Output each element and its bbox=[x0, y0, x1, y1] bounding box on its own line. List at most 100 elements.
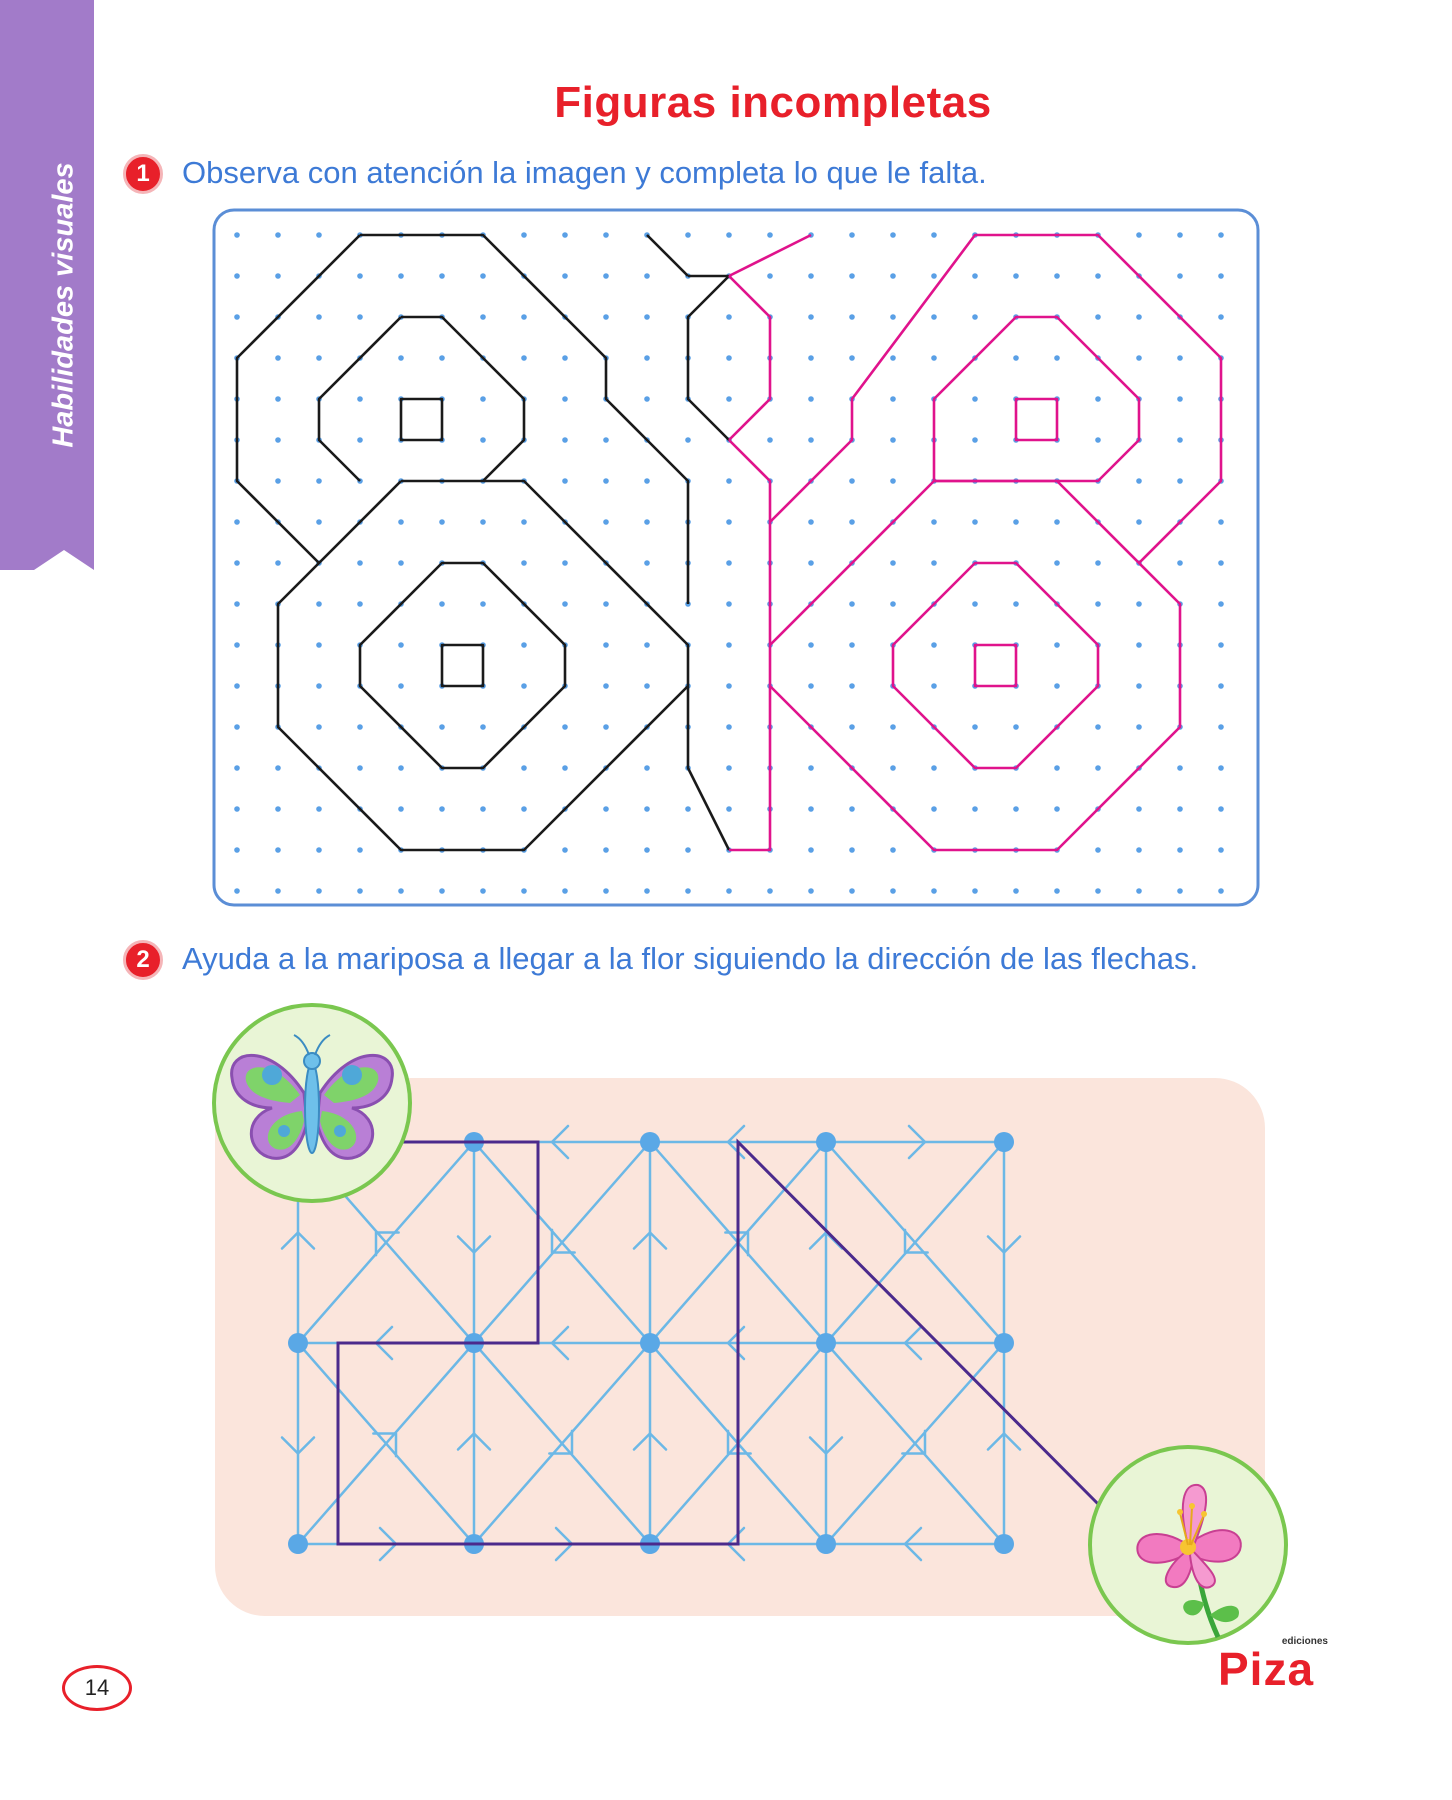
grid-dot bbox=[562, 888, 568, 894]
grid-dot bbox=[562, 765, 568, 771]
grid-dot bbox=[521, 314, 527, 320]
grid-dot bbox=[849, 683, 855, 689]
grid-dot bbox=[890, 724, 896, 730]
direction-arrow bbox=[550, 1228, 576, 1254]
grid-dot bbox=[439, 806, 445, 812]
grid-dot bbox=[1054, 642, 1060, 648]
grid-dot bbox=[439, 601, 445, 607]
grid-dot bbox=[1054, 683, 1060, 689]
grid-dot bbox=[439, 888, 445, 894]
maze-diagonal bbox=[824, 1341, 1006, 1546]
grid-dot bbox=[521, 519, 527, 525]
grid-dot bbox=[275, 847, 281, 853]
grid-dot bbox=[767, 888, 773, 894]
grid-dot bbox=[1136, 683, 1142, 689]
grid-dot bbox=[726, 519, 732, 525]
antenna-right bbox=[728, 233, 812, 278]
grid-dot bbox=[398, 683, 404, 689]
grid-dot bbox=[726, 396, 732, 402]
flower-icon bbox=[1136, 1483, 1242, 1639]
grid-dot bbox=[1177, 355, 1183, 361]
grid-dot bbox=[1218, 314, 1224, 320]
grid-dot bbox=[1177, 396, 1183, 402]
grid-dot bbox=[644, 519, 650, 525]
body-right-top bbox=[728, 275, 772, 441]
grid-dot bbox=[972, 314, 978, 320]
grid-dot bbox=[1177, 806, 1183, 812]
right-upper-wing-inner bbox=[932, 315, 1141, 483]
grid-dot bbox=[1136, 314, 1142, 320]
grid-dot bbox=[562, 478, 568, 484]
grid-dot bbox=[726, 806, 732, 812]
grid-dot bbox=[1013, 355, 1019, 361]
direction-arrow bbox=[901, 1429, 927, 1455]
dot-grid-frame bbox=[212, 208, 1260, 907]
direction-arrow bbox=[548, 1429, 574, 1455]
grid-dot bbox=[275, 273, 281, 279]
body-right bbox=[728, 439, 772, 852]
grid-dot bbox=[316, 601, 322, 607]
grid-dot bbox=[931, 806, 937, 812]
grid-dot bbox=[562, 273, 568, 279]
maze-node bbox=[994, 1534, 1014, 1554]
left-lower-wing-right bbox=[401, 479, 731, 851]
grid-dot bbox=[685, 888, 691, 894]
grid-dot bbox=[1095, 437, 1101, 443]
grid-dot bbox=[1218, 642, 1224, 648]
grid-dot bbox=[480, 437, 486, 443]
maze-nodes bbox=[288, 1132, 1014, 1554]
direction-arrow bbox=[280, 1231, 316, 1250]
grid-dot bbox=[357, 724, 363, 730]
grid-dot bbox=[808, 519, 814, 525]
maze-diagonal bbox=[296, 1140, 476, 1345]
grid-dot bbox=[1095, 765, 1101, 771]
grid-dot bbox=[808, 314, 814, 320]
grid-dot bbox=[234, 724, 240, 730]
grid-dot bbox=[644, 847, 650, 853]
grid-dot bbox=[890, 232, 896, 238]
grid-dot bbox=[480, 724, 486, 730]
grid-dot bbox=[398, 273, 404, 279]
grid-dot bbox=[480, 273, 486, 279]
grid-dot bbox=[1136, 355, 1142, 361]
maze-node bbox=[816, 1333, 836, 1353]
exercise-2-badge: 2 bbox=[123, 940, 163, 980]
grid-dot bbox=[1136, 806, 1142, 812]
direction-arrow bbox=[903, 1325, 923, 1361]
grid-dot bbox=[1136, 478, 1142, 484]
grid-dot bbox=[562, 724, 568, 730]
grid-dot bbox=[439, 355, 445, 361]
grid-dot bbox=[1177, 847, 1183, 853]
direction-arrow bbox=[456, 1432, 492, 1451]
left-upper-wing-outer-left bbox=[235, 234, 361, 564]
grid-dot bbox=[1177, 478, 1183, 484]
direction-arrow bbox=[903, 1526, 923, 1562]
grid-dot bbox=[234, 888, 240, 894]
grid-dot bbox=[849, 273, 855, 279]
left-lower-wing-outer bbox=[276, 480, 689, 852]
grid-dot bbox=[849, 601, 855, 607]
grid-dot bbox=[644, 273, 650, 279]
grid-dot bbox=[726, 314, 732, 320]
grid-dot bbox=[1136, 724, 1142, 730]
grid-dot bbox=[603, 601, 609, 607]
brand-name: Piza bbox=[1218, 1643, 1315, 1695]
grid-dot bbox=[890, 765, 896, 771]
grid-dot bbox=[603, 683, 609, 689]
grid-dot bbox=[1218, 683, 1224, 689]
grid-dot bbox=[931, 232, 937, 238]
grid-dot bbox=[644, 478, 650, 484]
maze-arrows bbox=[280, 1124, 1022, 1562]
grid-dot bbox=[972, 888, 978, 894]
grid-dot bbox=[234, 806, 240, 812]
grid-dot bbox=[644, 683, 650, 689]
grid-dot bbox=[685, 437, 691, 443]
grid-dot bbox=[1136, 847, 1142, 853]
grid-dot bbox=[808, 273, 814, 279]
grid-dot bbox=[890, 355, 896, 361]
direction-arrow bbox=[986, 1432, 1022, 1451]
grid-dot bbox=[726, 724, 732, 730]
exercise-1-instruction: Observa con atención la imagen y complet… bbox=[182, 155, 987, 190]
direction-arrow bbox=[907, 1124, 927, 1160]
grid-dot bbox=[1095, 396, 1101, 402]
